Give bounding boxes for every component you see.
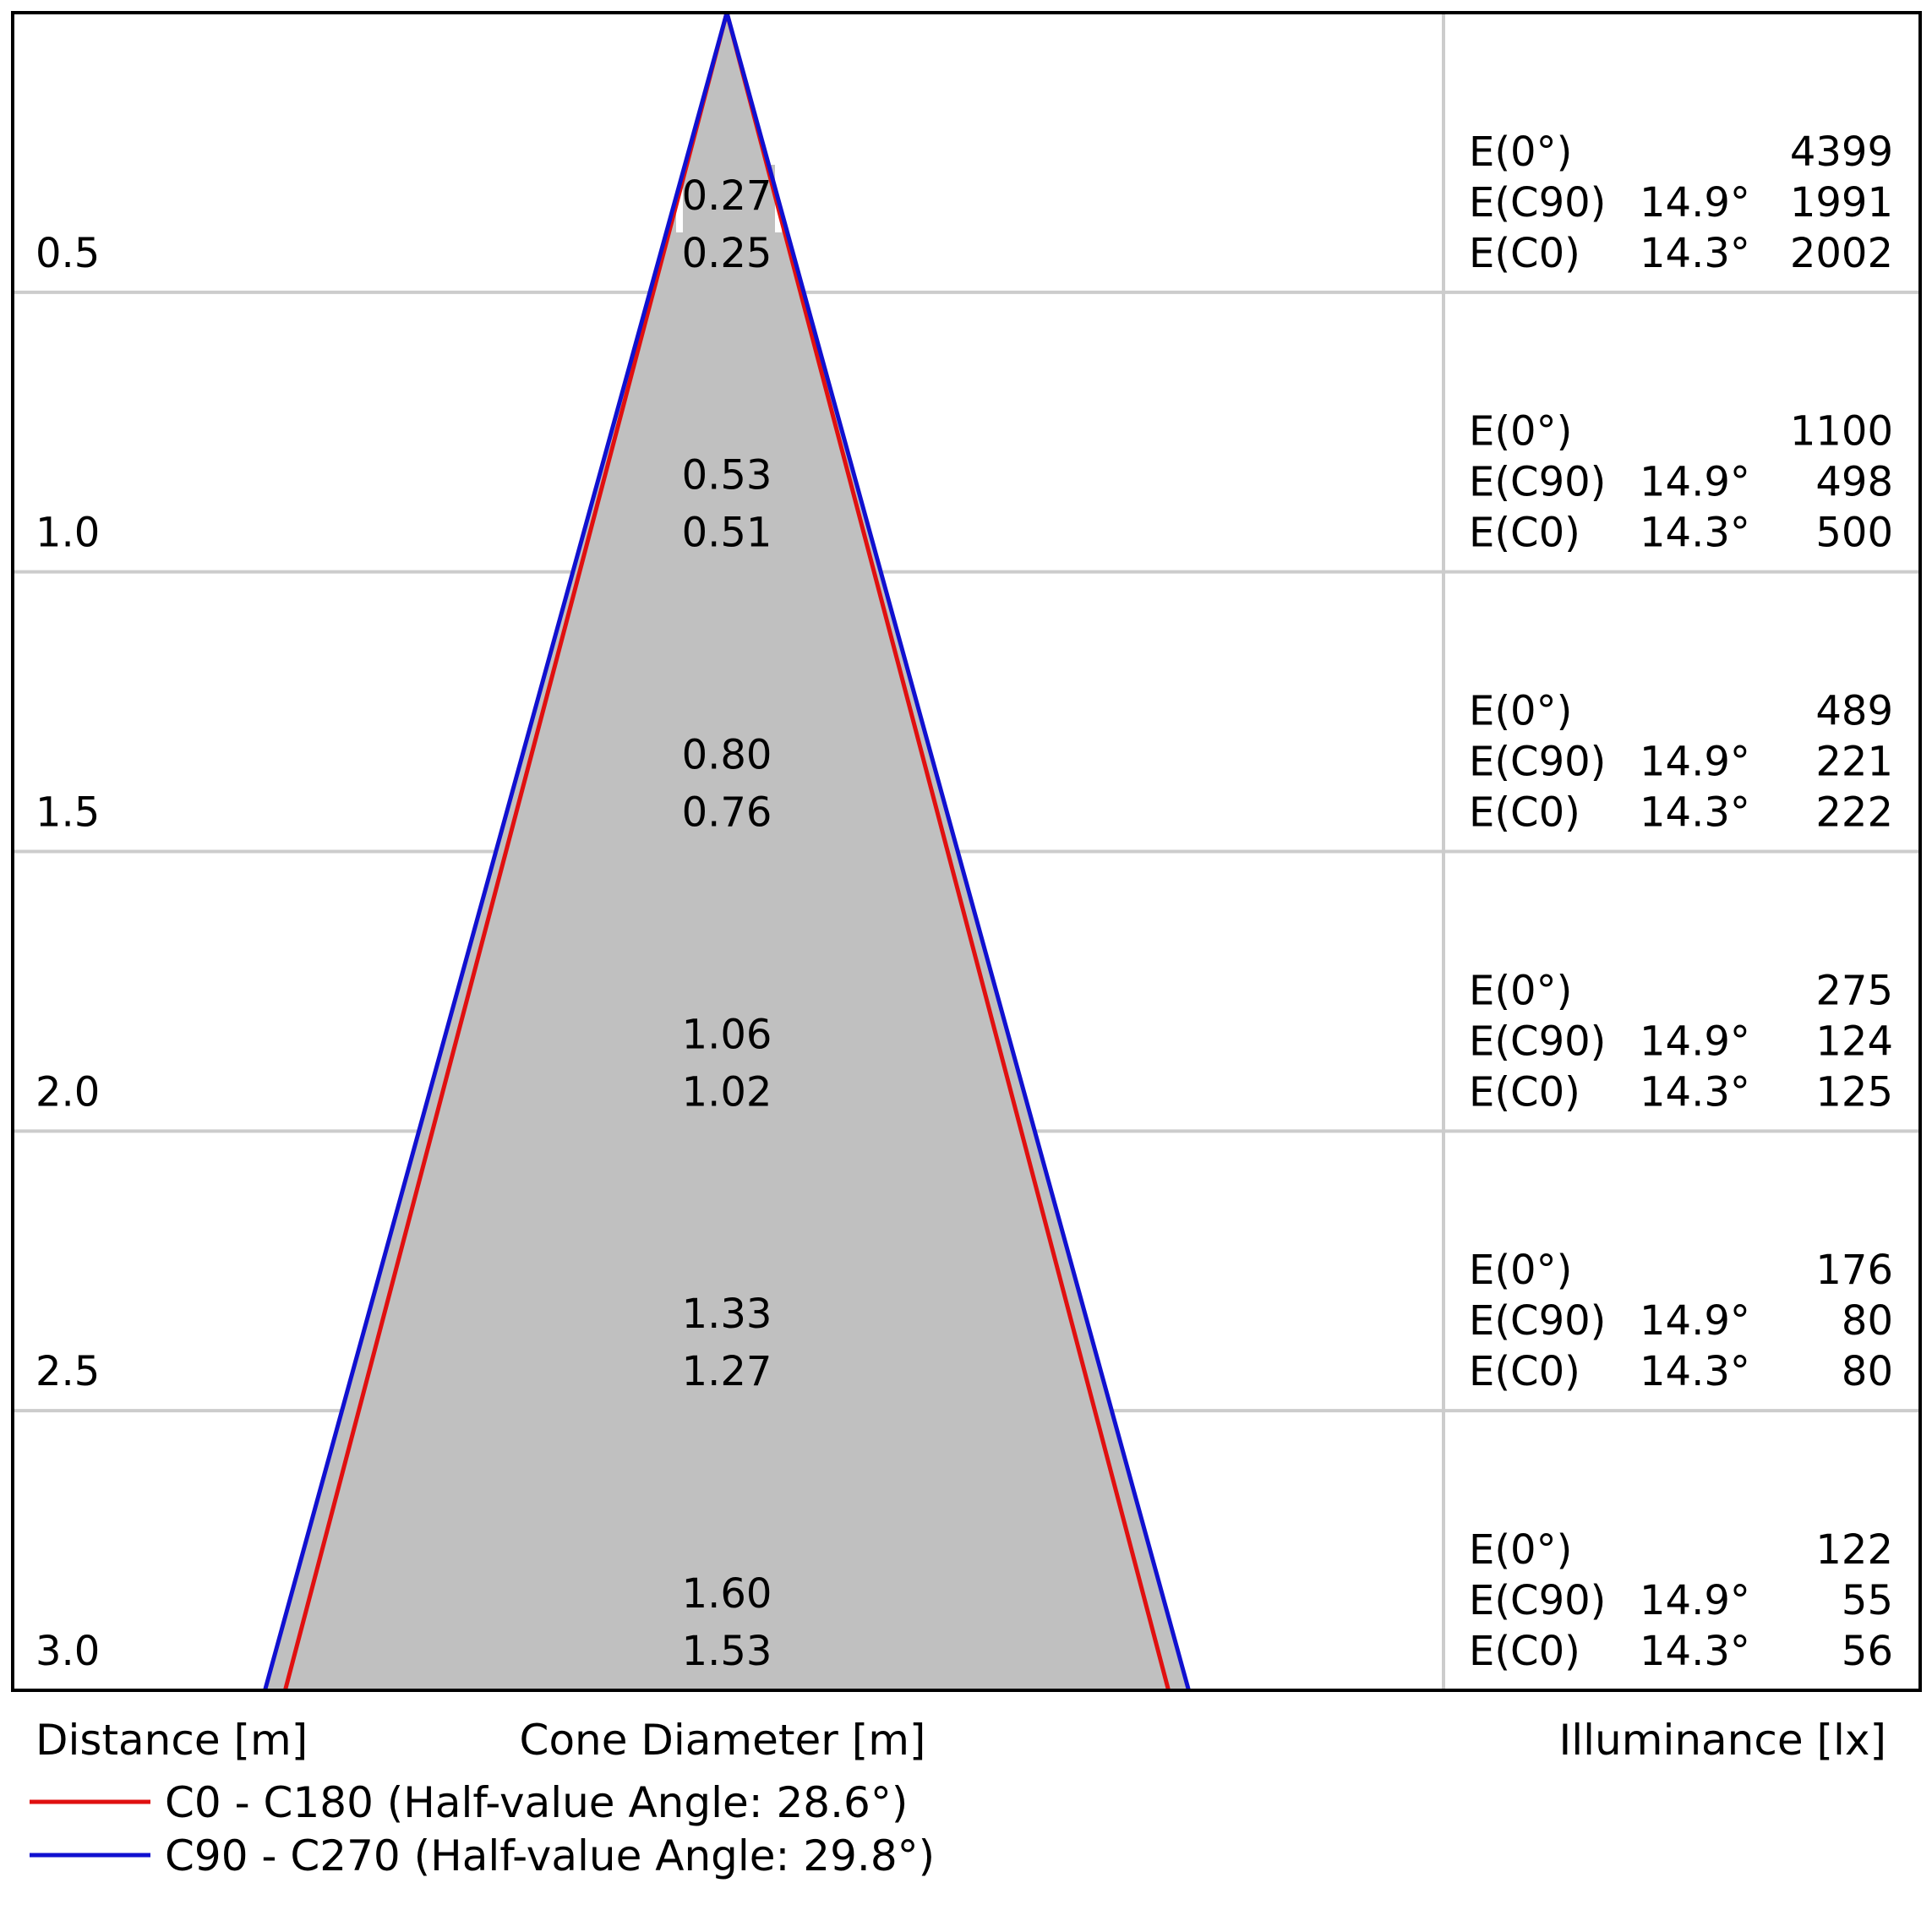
illuminance-value: 4399 (1790, 128, 1893, 176)
illuminance-value: 56 (1842, 1628, 1893, 1675)
illuminance-angle: 14.3° (1640, 1068, 1750, 1116)
illuminance-label: E(C0) (1469, 510, 1580, 557)
cone-diameter-c90-label: 0.53 (682, 452, 772, 499)
illuminance-label: E(C0) (1469, 1628, 1580, 1675)
cone-diameter-c90-label: 1.33 (682, 1291, 772, 1338)
illuminance-value: 221 (1815, 739, 1893, 786)
distance-label: 3.0 (35, 1628, 100, 1675)
illuminance-label: E(C90) (1469, 739, 1606, 786)
series-c90-c270-left-line (263, 12, 729, 1691)
distance-label: 2.0 (35, 1068, 100, 1116)
illuminance-value: 80 (1842, 1348, 1893, 1395)
illuminance-value: 500 (1815, 510, 1893, 557)
distance-label: 1.5 (35, 789, 100, 837)
series-c0-c180-right-line (724, 12, 1171, 1691)
illuminance-angle: 14.9° (1640, 1297, 1750, 1345)
illuminance-label: E(C90) (1469, 179, 1606, 226)
illuminance-angle: 14.9° (1640, 179, 1750, 226)
distance-axis-label: Distance [m] (35, 1716, 308, 1765)
series-c0-c180-left-line (282, 12, 729, 1691)
illuminance-angle: 14.3° (1640, 510, 1750, 557)
illuminance-axis-label: Illuminance [lx] (1559, 1716, 1886, 1765)
legend-entry: C0 - C180 (Half-value Angle: 28.6°) (165, 1778, 908, 1827)
illuminance-value: 122 (1815, 1526, 1893, 1574)
illuminance-label: E(0°) (1469, 128, 1572, 176)
illuminance-label: E(0°) (1469, 967, 1572, 1014)
illuminance-label: E(C0) (1469, 1068, 1580, 1116)
cone-diameter-c90-label: 1.06 (682, 1011, 772, 1058)
illuminance-label: E(0°) (1469, 688, 1572, 735)
legend-entry: C90 - C270 (Half-value Angle: 29.8°) (165, 1831, 935, 1880)
illuminance-value: 2002 (1790, 230, 1893, 277)
cone-diameter-c90-label: 1.60 (682, 1570, 772, 1618)
illuminance-label: E(C0) (1469, 789, 1580, 837)
illuminance-angle: 14.9° (1640, 1577, 1750, 1624)
illuminance-angle: 14.3° (1640, 1348, 1750, 1395)
label-mask-fill (683, 165, 775, 232)
cone-diameter-c90-label: 0.80 (682, 732, 772, 779)
cone-diameter-axis-label: Cone Diameter [m] (520, 1716, 926, 1765)
illuminance-angle: 14.3° (1640, 230, 1750, 277)
cone-diameter-c0-label: 1.02 (682, 1068, 772, 1116)
cone-diameter-c0-label: 1.27 (682, 1348, 772, 1395)
illuminance-label: E(C90) (1469, 1018, 1606, 1065)
illuminance-label: E(0°) (1469, 1526, 1572, 1574)
illuminance-value: 125 (1815, 1068, 1893, 1116)
cone-fill (265, 13, 1189, 1690)
illuminance-value: 176 (1815, 1247, 1893, 1294)
illuminance-angle: 14.9° (1640, 1018, 1750, 1065)
illuminance-label: E(C0) (1469, 230, 1580, 277)
illuminance-value: 275 (1815, 967, 1893, 1014)
illuminance-angle: 14.9° (1640, 459, 1750, 506)
illuminance-label: E(C90) (1469, 1577, 1606, 1624)
illuminance-value: 124 (1815, 1018, 1893, 1065)
illuminance-label: E(C90) (1469, 459, 1606, 506)
cone-diameter-c0-label: 1.53 (682, 1628, 772, 1675)
cone-diameter-c0-label: 0.51 (682, 510, 772, 557)
row-labels: 0.5 0.27 0.25 E(0°) 4399 E(C90) 14.9° 1991 E(C0)… (35, 128, 1893, 1675)
illuminance-label: E(C0) (1469, 1348, 1580, 1395)
series-c90-c270-right-line (724, 12, 1191, 1691)
illuminance-value: 489 (1815, 688, 1893, 735)
illuminance-angle: 14.9° (1640, 739, 1750, 786)
illuminance-value: 55 (1842, 1577, 1893, 1624)
distance-label: 0.5 (35, 230, 100, 277)
chart-border (11, 11, 1922, 1692)
illuminance-label: E(C90) (1469, 1297, 1606, 1345)
chart-frame (11, 11, 1922, 1692)
cone-diameter-c90-label: 0.27 (682, 172, 772, 220)
illuminance-value: 1991 (1790, 179, 1893, 226)
distance-label: 2.5 (35, 1348, 100, 1395)
illuminance-value: 80 (1842, 1297, 1893, 1345)
cone-layer (263, 12, 1191, 1691)
cone-diameter-c0-label: 0.25 (682, 230, 772, 277)
illuminance-value: 1100 (1790, 408, 1893, 456)
illuminance-value: 498 (1815, 459, 1893, 506)
illuminance-angle: 14.3° (1640, 789, 1750, 837)
cone-diameter-c0-label: 0.76 (682, 789, 772, 837)
illuminance-label: E(0°) (1469, 1247, 1572, 1294)
illuminance-angle: 14.3° (1640, 1628, 1750, 1675)
distance-label: 1.0 (35, 510, 100, 557)
illuminance-label: E(0°) (1469, 408, 1572, 456)
legend: C0 - C180 (Half-value Angle: 28.6°)C90 -… (30, 1778, 935, 1880)
illuminance-value: 222 (1815, 789, 1893, 837)
